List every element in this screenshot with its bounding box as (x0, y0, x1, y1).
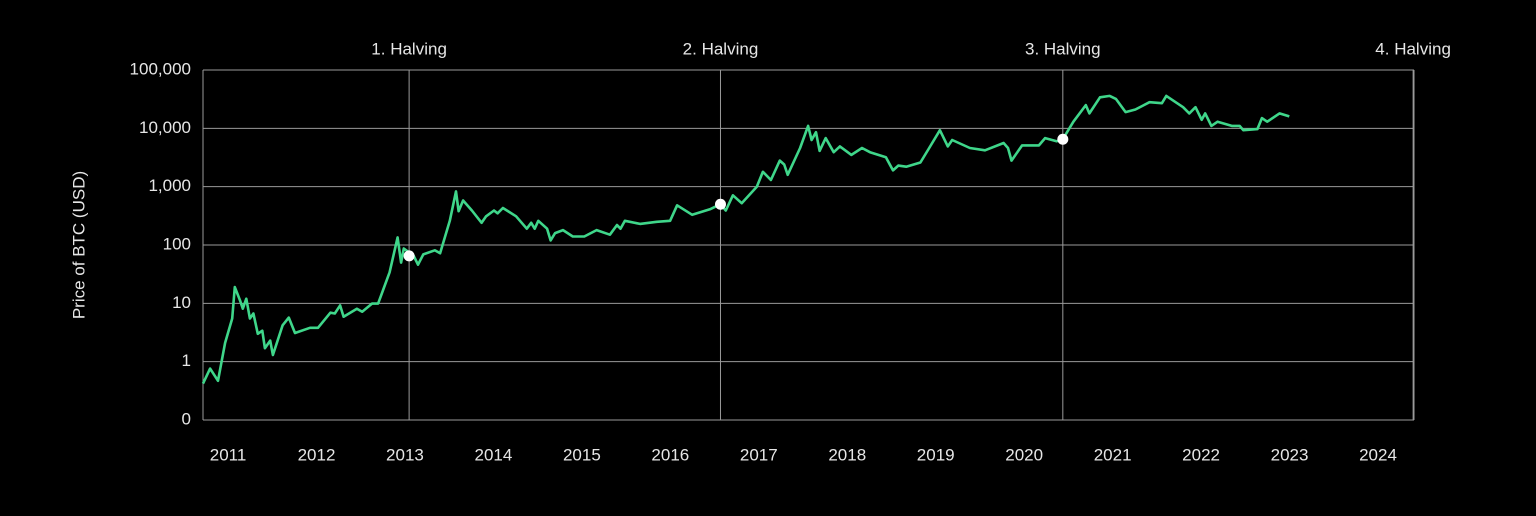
x-tick-label: 2012 (298, 445, 336, 464)
y-tick-label: 0 (182, 409, 191, 428)
x-tick-label: 2013 (386, 445, 424, 464)
x-tick-label: 2021 (1094, 445, 1132, 464)
x-tick-label: 2014 (474, 445, 512, 464)
x-tick-label: 2015 (563, 445, 601, 464)
x-tick-label: 2016 (651, 445, 689, 464)
halving-label: 3. Halving (1025, 39, 1101, 58)
y-tick-label: 100,000 (130, 59, 191, 78)
x-tick-label: 2024 (1359, 445, 1397, 464)
x-tick-label: 2019 (917, 445, 955, 464)
price-line (201, 94, 1290, 385)
halving-label: 2. Halving (683, 39, 759, 58)
x-tick-label: 2023 (1271, 445, 1309, 464)
x-tick-label: 2011 (210, 445, 247, 464)
x-tick-label: 2018 (828, 445, 866, 464)
halving-dot (714, 198, 726, 210)
x-tick-label: 2022 (1182, 445, 1220, 464)
y-tick-label: 1,000 (148, 176, 191, 195)
x-tick-label: 2020 (1005, 445, 1043, 464)
y-tick-label: 10 (172, 293, 191, 312)
halving-dot (1057, 133, 1069, 145)
y-tick-label: 1 (182, 351, 191, 370)
x-tick-label: 2017 (740, 445, 778, 464)
halving-dot (403, 250, 415, 262)
halving-label: 4. Halving (1375, 39, 1451, 58)
halving-label: 1. Halving (371, 39, 447, 58)
y-tick-label: 100 (163, 234, 191, 253)
y-tick-label: 10,000 (139, 118, 191, 137)
y-axis-label: Price of BTC (USD) (69, 171, 88, 319)
